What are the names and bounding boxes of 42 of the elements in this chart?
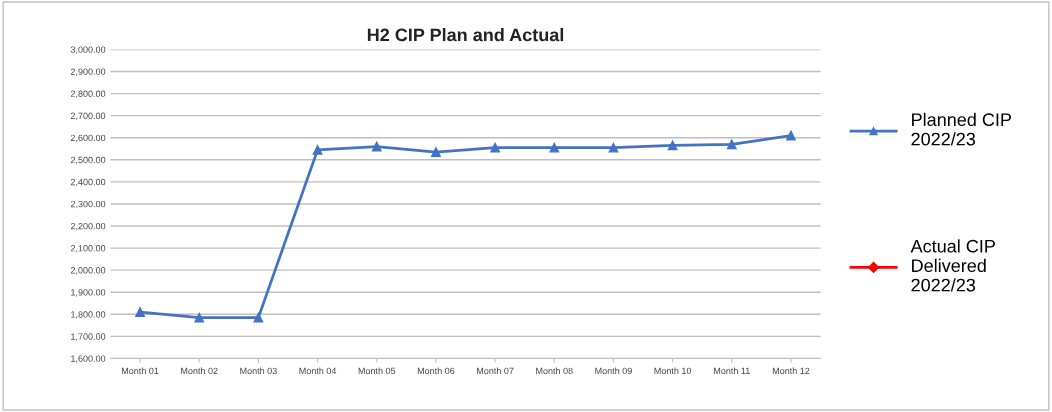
point <box>726 139 737 150</box>
y-tick-label: 2,400.00 <box>70 178 106 187</box>
x-tick-label: Month 07 <box>477 367 514 375</box>
y-tick-label: 2,800.00 <box>70 90 106 99</box>
legend-label: Actual CIP Delivered 2022/23 <box>910 239 995 292</box>
point <box>549 142 560 153</box>
x-tick-label: Month 01 <box>121 367 159 375</box>
y-tick-label: 1,800.00 <box>71 311 106 319</box>
legend-label: Planned CIP 2022/23 <box>911 112 1012 146</box>
point <box>667 140 678 151</box>
y-tick-label: 1,900.00 <box>71 289 106 297</box>
x-tick-label: Month 09 <box>595 367 632 375</box>
y-tick-label: 1,600.00 <box>71 355 106 363</box>
y-tick-label: 2,700.00 <box>70 112 106 121</box>
y-tick-label: 1,700.00 <box>71 333 106 341</box>
y-tick-label: 3,000.00 <box>70 46 106 54</box>
point <box>490 142 500 153</box>
x-tick-label: Month 05 <box>358 367 396 375</box>
point <box>135 307 145 317</box>
x-tick-label: Month 12 <box>772 367 810 375</box>
chart-title: H2 CIP Plan and Actual <box>367 28 564 42</box>
point <box>431 147 441 157</box>
point <box>312 145 323 155</box>
x-tick-label: Month 11 <box>714 367 750 375</box>
point <box>194 312 205 323</box>
y-tick-label: 2,300.00 <box>70 200 106 209</box>
x-tick-label: Month 02 <box>181 367 218 375</box>
x-tick-label: Month 10 <box>654 367 692 375</box>
x-tick-label: Month 06 <box>417 367 455 375</box>
point <box>371 141 382 152</box>
y-tick-label: 2,900.00 <box>70 68 106 76</box>
point <box>608 142 619 153</box>
y-tick-label: 2,200.00 <box>70 222 106 231</box>
y-tick-label: 2,100.00 <box>70 245 106 253</box>
y-tick-label: 2,500.00 <box>70 156 106 165</box>
x-tick-label: Month 04 <box>299 367 337 375</box>
y-tick-label: 2,600.00 <box>70 134 106 143</box>
y-tick-label: 2,000.00 <box>70 267 106 275</box>
x-tick-label: Month 03 <box>240 367 277 375</box>
point <box>786 130 796 141</box>
point <box>253 312 264 323</box>
x-tick-label: Month 08 <box>536 367 573 375</box>
